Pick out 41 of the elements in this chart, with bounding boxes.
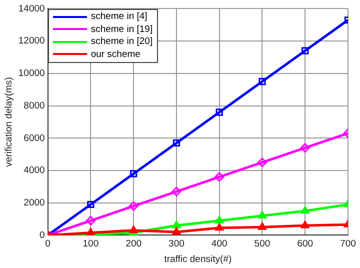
- point: [300, 220, 310, 228]
- point: [258, 222, 266, 230]
- point: [300, 206, 310, 214]
- y-tick-label: 10000: [18, 68, 45, 80]
- x-tick-label: 700: [340, 238, 356, 250]
- point: [302, 47, 309, 54]
- x-tick-label: 300: [168, 238, 184, 250]
- y-tick-label: 12000: [18, 36, 45, 47]
- x-tick-label: 600: [297, 238, 314, 250]
- y-tick-label: 0: [40, 230, 45, 241]
- legend-label: our scheme: [90, 48, 140, 60]
- y-tick-label: 6000: [24, 132, 45, 144]
- point: [216, 108, 223, 116]
- point: [215, 216, 224, 224]
- x-tick-label: 500: [254, 238, 270, 250]
- y-tick-label: 2000: [24, 197, 45, 208]
- y-tick-label: 8000: [24, 100, 45, 112]
- point: [172, 227, 181, 235]
- x-tick-label: 400: [211, 238, 228, 250]
- x-axis-title: traffic density(#): [164, 254, 232, 265]
- x-tick-label: 200: [126, 238, 142, 250]
- point: [130, 170, 138, 178]
- point: [214, 172, 224, 182]
- legend-label: scheme in [4]: [90, 11, 148, 22]
- point: [128, 201, 138, 211]
- point: [86, 216, 96, 226]
- point: [172, 186, 182, 196]
- y-tick-label: 14000: [18, 3, 45, 14]
- point: [258, 78, 266, 86]
- y-axis-title: verification delay(ms): [3, 77, 14, 167]
- point: [300, 143, 310, 153]
- point: [87, 200, 94, 208]
- point: [172, 220, 181, 228]
- point: [215, 223, 224, 231]
- y-tick-label: 4000: [24, 165, 45, 176]
- legend-label: scheme in [19]: [90, 24, 153, 35]
- point: [258, 211, 266, 219]
- point: [257, 158, 267, 168]
- x-tick-label: 100: [82, 238, 99, 250]
- legend-label: scheme in [20]: [90, 36, 153, 48]
- point: [172, 139, 180, 147]
